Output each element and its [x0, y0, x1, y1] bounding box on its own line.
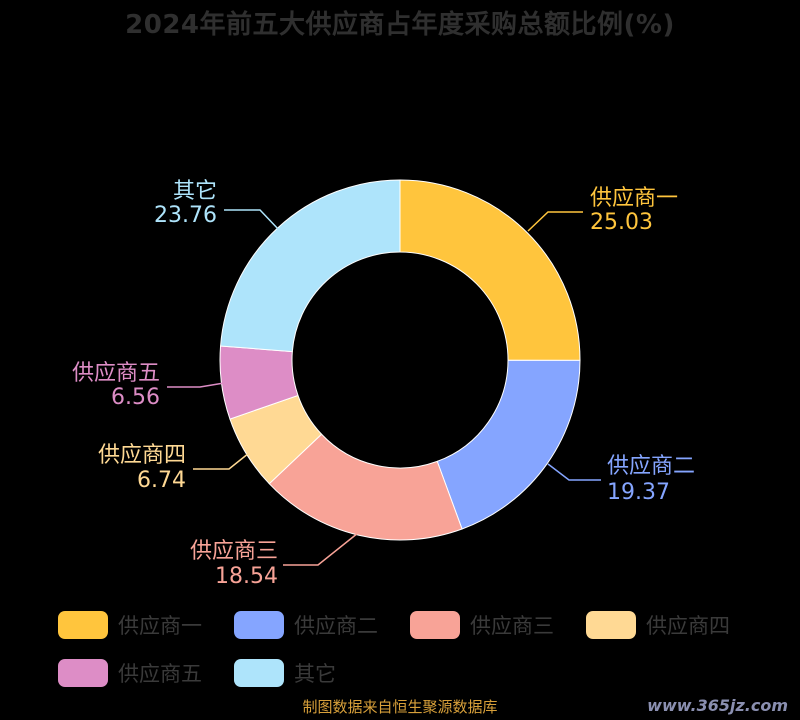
- legend-label: 供应商三: [470, 614, 554, 638]
- legend-swatch: [234, 611, 284, 639]
- legend-swatch: [58, 659, 108, 687]
- slice-6: [220, 179, 401, 353]
- slice-value-4: 6.74: [137, 468, 186, 493]
- slice-label-2: 供应商二: [607, 454, 695, 479]
- legend-label: 供应商一: [118, 614, 202, 638]
- slice-value-3: 18.54: [215, 564, 278, 589]
- legend-item-3[interactable]: 供应商三: [410, 610, 554, 640]
- legend-item-4[interactable]: 供应商四: [586, 610, 730, 640]
- slice-value-1: 25.03: [590, 210, 653, 235]
- leader-line-5: [167, 382, 225, 388]
- slice-label-5: 供应商五: [72, 361, 160, 386]
- legend-swatch: [410, 611, 460, 639]
- slice-value-5: 6.56: [111, 385, 160, 410]
- legend-item-5[interactable]: 供应商五: [58, 658, 202, 688]
- legend-label: 供应商四: [646, 614, 730, 638]
- slice-2: [436, 359, 581, 530]
- legend-swatch: [58, 611, 108, 639]
- legend-label: 其它: [294, 662, 336, 686]
- slice-value-6: 23.76: [154, 203, 217, 228]
- slice-label-3: 供应商三: [190, 539, 278, 564]
- legend-label: 供应商五: [118, 662, 202, 686]
- leader-line-1: [527, 211, 583, 232]
- watermark: www.365jz.com: [647, 696, 788, 715]
- leader-line-4: [193, 452, 250, 470]
- legend-item-6[interactable]: 其它: [234, 658, 336, 688]
- slice-label-6: 其它: [173, 179, 217, 204]
- legend-item-1[interactable]: 供应商一: [58, 610, 202, 640]
- legend-swatch: [586, 611, 636, 639]
- slice-1: [399, 179, 581, 361]
- slice-label-4: 供应商四: [98, 443, 186, 468]
- chart-title: 2024年前五大供应商占年度采购总额比例(%): [125, 10, 675, 40]
- slice-label-1: 供应商一: [590, 186, 678, 211]
- leader-line-6: [224, 209, 281, 232]
- leader-line-3: [283, 532, 359, 566]
- source-note: 制图数据来自恒生聚源数据库: [302, 698, 498, 716]
- legend-label: 供应商二: [294, 614, 378, 638]
- legend-item-2[interactable]: 供应商二: [234, 610, 378, 640]
- legend-swatch: [234, 659, 284, 687]
- slice-value-2: 19.37: [607, 480, 670, 505]
- leader-line-2: [547, 463, 601, 481]
